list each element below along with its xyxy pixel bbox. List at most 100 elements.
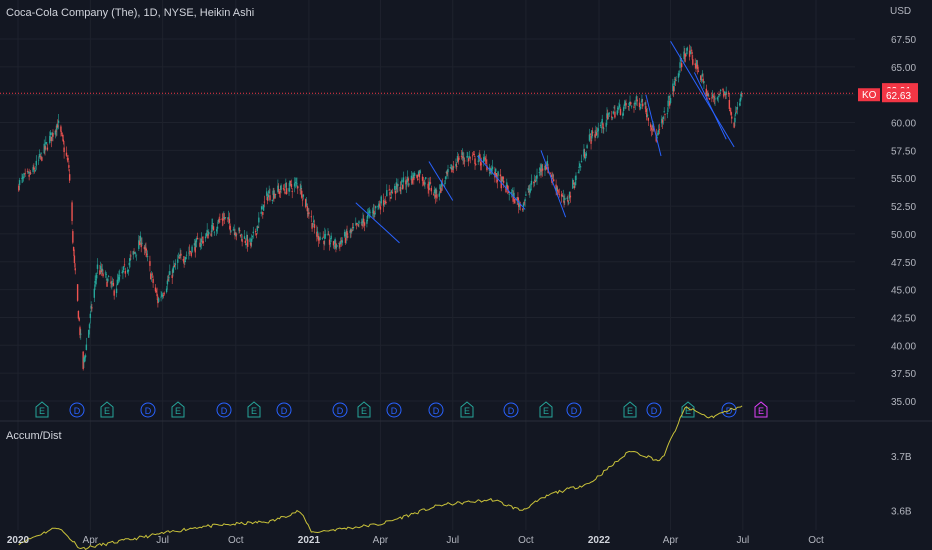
- candle-body: [469, 157, 471, 159]
- candle-body: [553, 179, 555, 182]
- earnings-marker[interactable]: [247, 401, 261, 418]
- time-tick: Jul: [736, 535, 749, 546]
- event-letter: E: [758, 406, 764, 416]
- candle-body: [372, 209, 374, 212]
- candle-body: [379, 206, 382, 210]
- candle-body: [640, 104, 642, 106]
- candle-body: [622, 113, 624, 116]
- earnings-marker[interactable]: [171, 401, 185, 418]
- dividend-marker[interactable]: [276, 402, 292, 418]
- dividend-marker[interactable]: [721, 402, 737, 418]
- candle-body: [673, 81, 676, 85]
- candle-body: [346, 231, 348, 235]
- ticker-label: KO: [862, 90, 877, 101]
- dividend-marker[interactable]: [216, 402, 232, 418]
- candle-body: [333, 245, 336, 247]
- candle-body: [338, 243, 340, 244]
- candle-body: [445, 171, 448, 173]
- candle-body: [84, 355, 87, 358]
- candle-body: [727, 92, 730, 94]
- candle-body: [50, 136, 53, 142]
- candle-body: [166, 280, 169, 285]
- candle-body: [74, 268, 76, 271]
- candle-body: [51, 132, 53, 136]
- price-axis[interactable]: 67.5065.0062.5060.0057.5055.0052.5050.00…: [891, 35, 916, 518]
- candle-body: [323, 240, 325, 245]
- dividend-marker[interactable]: [386, 402, 402, 418]
- candle-body: [351, 227, 354, 228]
- dividend-marker[interactable]: [646, 402, 662, 418]
- candle-body: [57, 125, 59, 128]
- candle-body: [61, 132, 63, 134]
- candle-body: [340, 240, 343, 242]
- dividend-marker[interactable]: [140, 402, 156, 418]
- candle-body: [324, 234, 326, 239]
- candle-body: [311, 222, 313, 229]
- candle-body: [538, 172, 541, 173]
- candle-body: [586, 145, 588, 149]
- candle-body: [664, 114, 666, 115]
- earnings-marker[interactable]: [35, 401, 49, 418]
- currency-label[interactable]: USD: [890, 6, 912, 17]
- candle-body: [672, 83, 674, 92]
- candle-body: [189, 251, 192, 252]
- trend-line[interactable]: [645, 94, 662, 157]
- candle-body: [173, 265, 175, 269]
- candle-body: [616, 110, 618, 115]
- candle-body: [455, 164, 457, 167]
- candle-body: [680, 60, 682, 62]
- candle-body: [349, 230, 351, 234]
- candle-body: [116, 279, 119, 286]
- candle-body: [734, 117, 736, 123]
- time-axis[interactable]: 2020 Apr Jul Oct 2021 Apr Jul Oct 2022 Apr Jul Oct: [7, 535, 824, 546]
- earnings-marker[interactable]: [681, 401, 695, 418]
- candle-body: [185, 257, 187, 260]
- trend-line[interactable]: [428, 161, 454, 201]
- earnings-marker[interactable]: [623, 401, 637, 418]
- candle-body: [111, 283, 113, 285]
- candle-body: [551, 178, 553, 180]
- candle-body: [29, 172, 31, 174]
- trend-line[interactable]: [540, 150, 567, 218]
- dividend-marker[interactable]: [332, 402, 348, 418]
- candle-body: [330, 235, 332, 239]
- candle-body: [468, 156, 471, 158]
- candle-body: [646, 114, 649, 117]
- dividend-marker[interactable]: [428, 402, 444, 418]
- candle-body: [285, 188, 288, 195]
- candle-body: [460, 155, 463, 157]
- candle-body: [601, 118, 603, 124]
- dividend-marker[interactable]: [566, 402, 582, 418]
- candle-body: [184, 260, 186, 263]
- trend-line[interactable]: [477, 155, 526, 210]
- earnings-marker[interactable]: [100, 401, 114, 418]
- candle-body: [422, 181, 425, 183]
- earnings-upcoming-marker[interactable]: [754, 401, 768, 418]
- candle-body: [121, 272, 123, 274]
- trend-line[interactable]: [693, 72, 727, 140]
- candle-body: [134, 252, 136, 254]
- candle-body: [99, 270, 101, 275]
- candle-body: [321, 237, 324, 239]
- earnings-marker[interactable]: [539, 401, 553, 418]
- trend-line[interactable]: [355, 202, 400, 244]
- candle-body: [313, 224, 316, 228]
- candle-body: [696, 59, 698, 66]
- earnings-marker[interactable]: [460, 401, 474, 418]
- candle-body: [146, 253, 148, 256]
- dividend-marker[interactable]: [503, 402, 519, 418]
- candle-body: [280, 185, 282, 190]
- candle-body: [260, 211, 262, 214]
- candle-body: [689, 51, 692, 54]
- dividend-marker[interactable]: [69, 402, 85, 418]
- candle-body: [30, 172, 32, 174]
- trend-line[interactable]: [670, 40, 735, 148]
- candle-body: [629, 102, 631, 104]
- candle-body: [72, 231, 74, 243]
- candle-body: [161, 296, 164, 297]
- earnings-marker[interactable]: [357, 401, 371, 418]
- candle-body: [419, 170, 421, 174]
- candle-body: [185, 254, 188, 256]
